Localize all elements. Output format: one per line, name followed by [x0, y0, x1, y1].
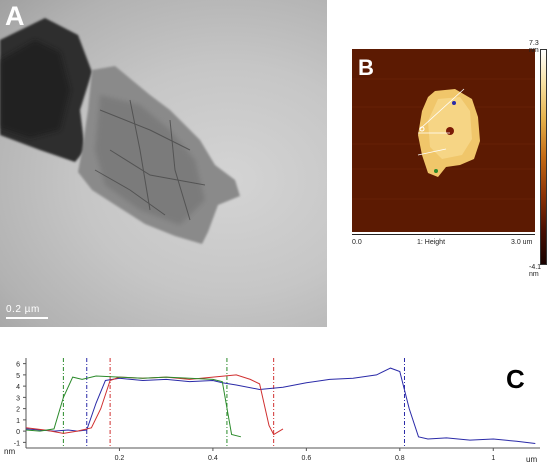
x-tick-label: 0.2 — [115, 455, 125, 462]
y-tick-label: 2 — [16, 407, 20, 414]
scale-bar — [6, 317, 48, 319]
y-tick-label: 1 — [16, 418, 20, 425]
afm-image-panel: B — [352, 49, 535, 232]
afm-channel-label: 1: Height — [417, 239, 446, 246]
profile-series-line — [25, 367, 536, 444]
afm-profile-lines — [417, 88, 465, 156]
profile-series-line — [25, 375, 242, 438]
height-profile-panel: 6 5 4 3 2 1 0 -1 0.2 0.4 0.6 0.8 1 nm um C — [0, 348, 550, 471]
scale-bar-label: 0.2 µm — [6, 304, 40, 315]
afm-hole — [446, 127, 454, 135]
afm-marker-green — [434, 169, 438, 173]
height-profile-chart: 6 5 4 3 2 1 0 -1 0.2 0.4 0.6 0.8 1 nm um — [4, 358, 540, 464]
x-unit-label: um — [526, 455, 537, 464]
afm-image — [352, 78, 535, 200]
x-tick-label: 0.4 — [208, 455, 218, 462]
x-tick-label: 0.8 — [395, 455, 405, 462]
tem-image — [0, 18, 240, 244]
dark-flake-inner — [0, 40, 70, 138]
sheet-shading — [95, 95, 205, 225]
y-tick-label: 0 — [16, 429, 20, 436]
colorbar-min-label: -4.1 nm — [529, 264, 542, 278]
colorbar-max-label: 7.3 nm — [529, 40, 539, 54]
y-tick-label: 6 — [16, 362, 20, 369]
y-tick-label: 3 — [16, 395, 20, 402]
sheet-wrinkles — [94, 99, 206, 221]
y-tick-label: -1 — [14, 440, 20, 447]
panel-label-b: B — [358, 55, 374, 80]
panel-label-c: C — [506, 364, 525, 394]
y-tick-label: 4 — [16, 384, 20, 391]
afm-x-start: 0.0 — [352, 239, 362, 246]
afm-x-axis — [352, 234, 535, 235]
tem-image-panel: A 0.2 µm — [0, 0, 327, 327]
panel-label-a: A — [5, 1, 25, 31]
x-tick-label: 1 — [491, 455, 495, 462]
afm-marker-blue — [452, 101, 456, 105]
afm-x-end: 3.0 um — [511, 239, 533, 246]
x-tick-label: 0.6 — [301, 455, 311, 462]
height-colorbar — [540, 49, 547, 265]
y-tick-label: 5 — [16, 373, 20, 380]
y-unit-label: nm — [4, 447, 15, 456]
profile-series-line — [25, 374, 284, 436]
afm-marker-white — [419, 126, 425, 132]
